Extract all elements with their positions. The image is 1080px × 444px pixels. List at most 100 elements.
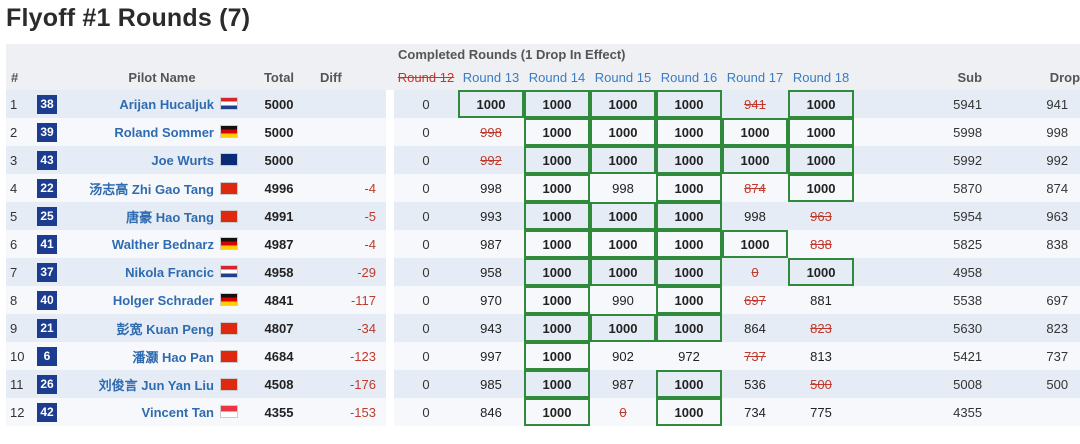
pilot-name-cell[interactable]: Holger Schrader [60, 286, 244, 314]
table-row[interactable]: 11 26 刘俊言 Jun Yan Liu 4508 -176 0 985 1000 987 10… [6, 370, 1080, 398]
round-18-cell: 963 [788, 202, 855, 230]
table-row[interactable]: 6 41 Walther Bednarz 4987 -4 0 987 1000 1000 1000… [6, 230, 1080, 258]
round-14-cell: 1000 [524, 370, 590, 398]
sg-flag-icon [220, 404, 238, 418]
round-score: 1000 [674, 208, 704, 224]
diff-cell: -29 [314, 258, 386, 286]
table-row[interactable]: 3 43 Joe Wurts 5000 0 992 1000 1000 1000 1000 1000… [6, 146, 1080, 174]
pilot-name-link[interactable]: 汤志高 Zhi Gao Tang [89, 181, 214, 197]
round-score: 737 [744, 348, 766, 364]
pilot-name-cell[interactable]: Nikola Francic [60, 258, 244, 286]
col-round-17[interactable]: Round 17 [722, 65, 788, 90]
round-14-cell: 1000 [524, 118, 590, 146]
pilot-name-link[interactable]: Vincent Tan [141, 404, 214, 420]
cn-flag-icon [220, 321, 238, 335]
pilot-name-cell[interactable]: Arijan Hucaljuk [60, 90, 244, 118]
col-round-15[interactable]: Round 15 [590, 65, 656, 90]
col-round-14[interactable]: Round 14 [524, 65, 590, 90]
round-12-cell: 0 [394, 314, 458, 342]
diff-cell [314, 118, 386, 146]
total-cell: 4958 [244, 258, 314, 286]
round-score: 1000 [674, 292, 704, 308]
table-row[interactable]: 12 42 Vincent Tan 4355 -153 0 846 1000 0 1000 734 7… [6, 398, 1080, 426]
round-score: 970 [480, 292, 502, 308]
round-13-cell: 997 [458, 342, 524, 370]
round-15-cell: 1000 [590, 90, 656, 118]
pilot-id-cell: 37 [34, 258, 60, 286]
pilot-name-link[interactable]: Arijan Hucaljuk [119, 96, 214, 112]
hr-flag-icon [220, 264, 238, 278]
pilot-name-cell[interactable]: 刘俊言 Jun Yan Liu [60, 370, 244, 398]
pilot-name-cell[interactable]: Joe Wurts [60, 146, 244, 174]
diff-cell: -4 [314, 174, 386, 202]
col-round-12[interactable]: Round 12 [394, 65, 458, 90]
pilot-name-link[interactable]: Walther Bednarz [111, 236, 214, 252]
pilot-name-cell[interactable]: 汤志高 Zhi Gao Tang [60, 174, 244, 202]
pilot-name-link[interactable]: Roland Sommer [114, 124, 214, 140]
pilot-name-link[interactable]: 潘灏 Hao Pan [132, 349, 214, 365]
hr-flag-icon [220, 96, 238, 110]
round-score: 0 [751, 264, 759, 280]
col-sub[interactable]: Sub [854, 65, 995, 90]
col-round-16[interactable]: Round 16 [656, 65, 722, 90]
pilot-name-link[interactable]: Joe Wurts [151, 152, 214, 168]
table-row[interactable]: 7 37 Nikola Francic 4958 -29 0 958 1000 1000 1000… [6, 258, 1080, 286]
col-pilot-name[interactable]: Pilot Name [60, 65, 244, 90]
table-row[interactable]: 4 22 汤志高 Zhi Gao Tang 4996 -4 0 998 1000 998 1000… [6, 174, 1080, 202]
pilot-name-cell[interactable]: Walther Bednarz [60, 230, 244, 258]
table-row[interactable]: 5 25 唐豪 Hao Tang 4991 -5 0 993 1000 1000 1000 998 9… [6, 202, 1080, 230]
pilot-name-cell[interactable]: Roland Sommer [60, 118, 244, 146]
drop-cell: 500 [994, 370, 1080, 398]
pilot-name-link[interactable]: 唐豪 Hao Tang [126, 209, 214, 225]
col-round-18[interactable]: Round 18 [788, 65, 855, 90]
rank-cell: 5 [6, 202, 34, 230]
round-18-cell: 500 [788, 370, 855, 398]
round-score: 1000 [542, 236, 572, 252]
sub-cell: 5954 [854, 202, 995, 230]
col-total[interactable]: Total [244, 65, 314, 90]
sub-cell: 4355 [854, 398, 995, 426]
col-round-13[interactable]: Round 13 [458, 65, 524, 90]
drop-cell: 838 [994, 230, 1080, 258]
round-16-cell: 1000 [656, 398, 722, 426]
round-18-cell: 1000 [788, 146, 855, 174]
pilot-id-cell: 25 [34, 202, 60, 230]
round-13-cell: 943 [458, 314, 524, 342]
de-flag-icon [220, 236, 238, 250]
round-score: 1000 [674, 96, 704, 112]
round-score: 1000 [542, 96, 572, 112]
pilot-name-cell[interactable]: 彭宽 Kuan Peng [60, 314, 244, 342]
round-14-cell: 1000 [524, 286, 590, 314]
pilot-name-cell[interactable]: 潘灏 Hao Pan [60, 342, 244, 370]
drop-cell: 874 [994, 174, 1080, 202]
pilot-name-cell[interactable]: Vincent Tan [60, 398, 244, 426]
pilot-name-link[interactable]: 彭宽 Kuan Peng [116, 321, 214, 337]
round-score: 1000 [806, 180, 836, 196]
drop-cell [994, 398, 1080, 426]
round-17-cell: 1000 [722, 118, 788, 146]
round-score: 1000 [674, 124, 704, 140]
diff-cell: -34 [314, 314, 386, 342]
table-row[interactable]: 2 39 Roland Sommer 5000 0 998 1000 1000 1000 1000… [6, 118, 1080, 146]
table-row[interactable]: 9 21 彭宽 Kuan Peng 4807 -34 0 943 1000 1000 1000 86… [6, 314, 1080, 342]
col-drop[interactable]: Drop [994, 65, 1080, 90]
round-score: 734 [744, 404, 766, 420]
pilot-name-link[interactable]: Holger Schrader [112, 292, 214, 308]
pilot-id-badge: 39 [37, 122, 57, 142]
table-row[interactable]: 10 6 潘灏 Hao Pan 4684 -123 0 997 1000 902 972 737 81… [6, 342, 1080, 370]
round-score: 1000 [740, 124, 770, 140]
table-row[interactable]: 8 40 Holger Schrader 4841 -117 0 970 1000 990 100… [6, 286, 1080, 314]
round-14-cell: 1000 [524, 258, 590, 286]
pilot-name-link[interactable]: 刘俊言 Jun Yan Liu [98, 377, 214, 393]
round-15-cell: 998 [590, 174, 656, 202]
pilot-name-cell[interactable]: 唐豪 Hao Tang [60, 202, 244, 230]
round-score: 998 [480, 124, 502, 140]
pilot-name-link[interactable]: Nikola Francic [125, 264, 214, 280]
round-17-cell: 536 [722, 370, 788, 398]
round-score: 1000 [740, 152, 770, 168]
col-diff[interactable]: Diff [314, 65, 386, 90]
table-row[interactable]: 1 38 Arijan Hucaljuk 5000 0 1000 1000 1000 1000 9… [6, 90, 1080, 118]
diff-cell [314, 146, 386, 174]
pilot-id-cell: 22 [34, 174, 60, 202]
round-17-cell: 734 [722, 398, 788, 426]
